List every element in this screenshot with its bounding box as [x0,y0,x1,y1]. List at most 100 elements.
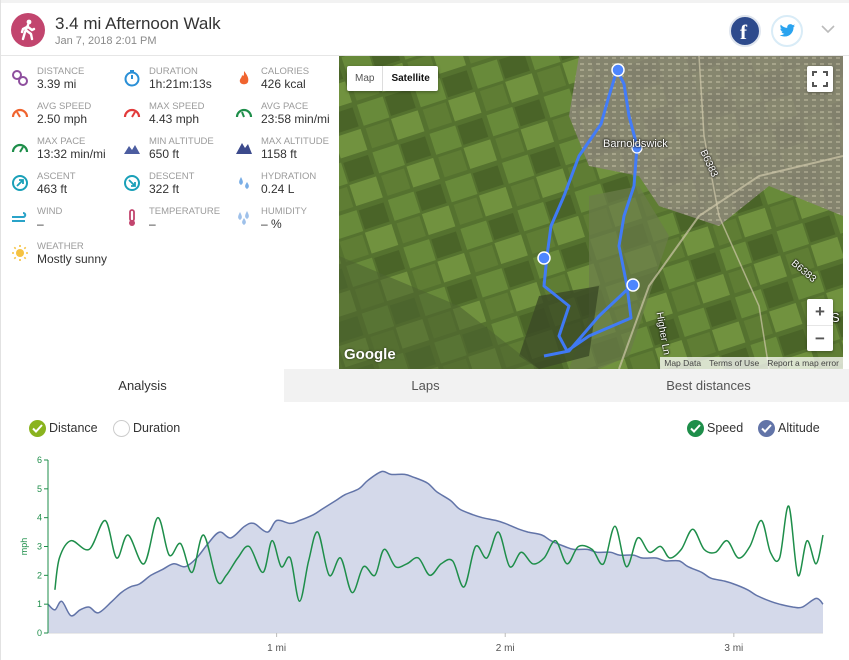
legend-speed-label: Speed [707,421,744,435]
activity-date: Jan 7, 2018 2:01 PM [55,35,157,47]
wind-icon [12,212,27,222]
facebook-share-button[interactable]: f [729,15,761,47]
route-map[interactable]: Barnoldswick B6383 B6383 Higher Ln S Map… [339,56,843,369]
stat-value: 1h:21m:13s [149,77,212,91]
y-tick-label: 0 [37,628,42,638]
fullscreen-button[interactable] [807,66,833,92]
stat-calories: CALORIES 426 kcal [225,66,337,96]
activity-header: 3.4 mi Afternoon Walk Jan 7, 2018 2:01 P… [1,0,849,56]
stat-max-speed: MAX SPEED 4.43 mph [113,101,225,131]
legend-distance-label: Distance [49,421,98,435]
speedometer-max-icon [123,108,141,118]
legend-altitude-label: Altitude [778,421,820,435]
y-tick-label: 1 [37,599,42,609]
y-tick-label: 6 [37,455,42,465]
stat-distance: DISTANCE 3.39 mi [1,66,113,96]
stat-value: 4.43 mph [149,112,200,126]
stat-value: 463 ft [37,182,68,196]
twitter-icon [779,24,796,37]
analysis-chart: Distance Duration Speed Altitude 0 1 2 3 4 5 6… [1,402,849,660]
thermometer-icon [129,209,135,226]
stat-value: – [37,217,44,231]
stat-label: DESCENT [149,171,195,182]
route-marker-1[interactable] [537,251,551,265]
sun-icon [12,245,28,261]
stat-label: DURATION [149,66,198,77]
distance-icon [12,70,28,86]
stat-label: MAX PACE [37,136,86,147]
stat-label: MAX SPEED [149,101,205,112]
stat-label: DISTANCE [37,66,85,77]
y-axis-label: mph [19,538,29,556]
stat-label: ASCENT [37,171,76,182]
stat-avg-speed: AVG SPEED 2.50 mph [1,101,113,131]
fullscreen-icon [812,71,828,87]
stat-value: – % [261,217,282,231]
water-drops-icon [239,177,249,189]
stat-humidity: HUMIDITY – % [225,206,337,236]
x-tick-label: 2 mi [496,643,515,654]
stat-max-pace: MAX PACE 13:32 min/mi [1,136,113,166]
stat-weather: WEATHER Mostly sunny [1,241,113,271]
zoom-in-button[interactable]: + [815,302,825,321]
chevron-down-icon[interactable] [821,25,835,34]
satellite-view-button[interactable]: Satellite [382,66,437,91]
tab-laps[interactable]: Laps [411,378,440,393]
stat-label: WEATHER [37,241,84,252]
terms-of-use-link[interactable]: Terms of Use [709,358,760,368]
map-edge-label: S [831,310,840,325]
zoom-out-button[interactable]: − [807,325,833,351]
map-data-link[interactable]: Map Data [664,358,702,368]
map-attribution: Map Data Terms of Use Report a map error [660,357,843,369]
stat-value: 322 ft [149,182,180,196]
stat-label: MIN ALTITUDE [149,136,214,147]
stat-min-altitude: MIN ALTITUDE 650 ft [113,136,225,166]
map-view-button[interactable]: Map [355,73,375,84]
altitude-line [47,470,824,617]
y-tick-label: 5 [37,484,42,494]
speed-altitude-plot[interactable]: 0 1 2 3 4 5 6 mph 1 mi 2 mi 3 mi [1,402,849,660]
mountain-low-icon [124,145,140,154]
stat-descent: DESCENT 322 ft [113,171,225,201]
stat-max-altitude: MAX ALTITUDE 1158 ft [225,136,337,166]
stat-value: 23:58 min/mi [261,112,330,126]
y-tick-label: 4 [37,513,42,523]
altitude-area [48,471,823,633]
tab-best-distances[interactable]: Best distances [666,378,751,393]
stat-value: 0.24 L [261,182,295,196]
humidity-icon [238,211,249,225]
route-marker-2[interactable] [626,278,640,292]
stopwatch-icon [124,70,140,87]
stat-duration: DURATION 1h:21m:13s [113,66,225,96]
analysis-tabs: Analysis Laps Best distances [1,369,849,402]
twitter-share-button[interactable] [771,15,803,47]
stat-label: TEMPERATURE [149,206,221,217]
tab-analysis[interactable]: Analysis [1,369,284,402]
facebook-icon: f [740,20,747,44]
ascent-icon [12,175,28,191]
stat-value: 3.39 mi [37,77,77,91]
stat-label: AVG PACE [261,101,309,112]
checkbox-checked-icon [687,420,704,437]
legend-duration-label: Duration [133,421,181,435]
mountain-high-icon [236,143,252,154]
route-marker-3[interactable] [631,142,643,154]
stat-wind: WIND – [1,206,113,236]
speedometer-icon [11,108,29,118]
stat-ascent: ASCENT 463 ft [1,171,113,201]
zoom-controls: + − [807,299,833,351]
stat-value: 426 kcal [261,77,306,91]
pace-gauge-max-icon [11,143,29,153]
stat-value: 650 ft [149,147,180,161]
checkbox-checked-icon [758,420,775,437]
speed-line [54,505,824,603]
activity-title: 3.4 mi Afternoon Walk [55,14,221,33]
report-map-error-link[interactable]: Report a map error [767,358,839,368]
stat-hydration: HYDRATION 0.24 L [225,171,337,201]
stat-avg-pace: AVG PACE 23:58 min/mi [225,101,337,131]
stat-label: AVG SPEED [37,101,92,112]
y-tick-label: 3 [37,542,42,552]
route-marker-start[interactable] [611,63,625,77]
flame-icon [239,71,249,85]
